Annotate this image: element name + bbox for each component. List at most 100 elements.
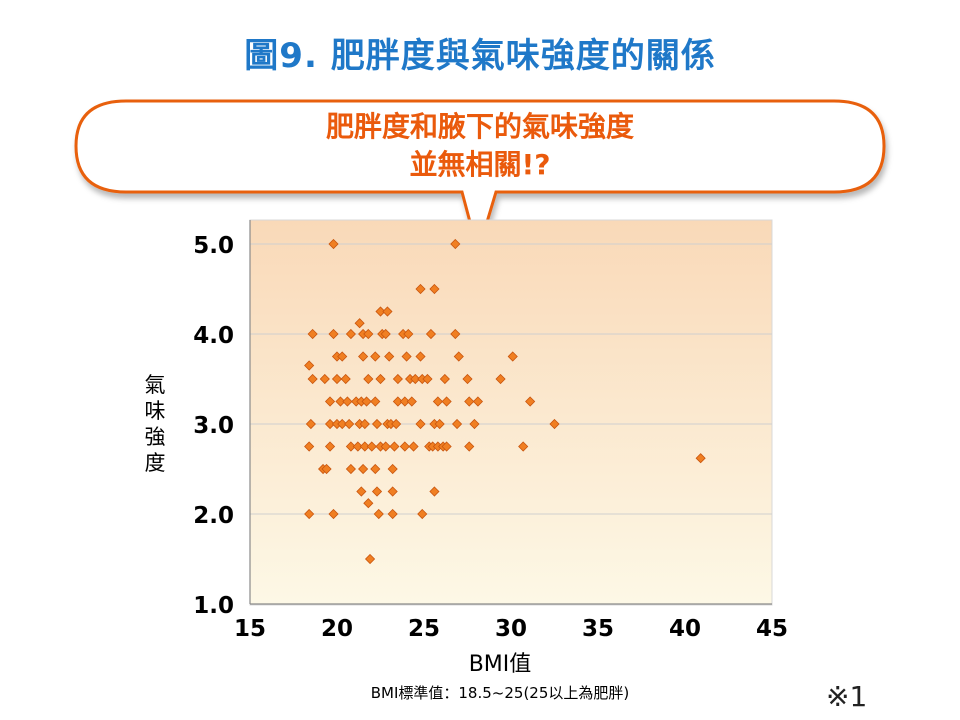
data-point (387, 508, 398, 520)
data-point (345, 441, 356, 452)
y-tick-label: 1.0 (193, 593, 234, 619)
data-point (380, 441, 391, 452)
data-point (364, 553, 376, 565)
plot-area (249, 219, 773, 606)
data-point (328, 238, 339, 250)
data-point (324, 418, 336, 430)
y-axis-label-char: 度 (144, 451, 166, 475)
data-point (363, 498, 374, 509)
data-point (408, 441, 419, 452)
x-tick-label: 30 (495, 616, 527, 642)
data-point (363, 328, 374, 340)
data-point (370, 463, 381, 475)
data-point (434, 418, 445, 430)
data-point (472, 396, 484, 407)
data-point (464, 396, 475, 407)
data-point (304, 360, 315, 371)
data-point (462, 373, 473, 385)
data-point (358, 463, 369, 475)
data-point (417, 508, 428, 520)
data-point (422, 373, 433, 385)
data-point (380, 328, 391, 340)
data-point (359, 441, 370, 452)
data-point (415, 283, 426, 295)
data-point (345, 463, 356, 475)
data-point (375, 306, 386, 317)
data-point (441, 441, 452, 452)
data-point (384, 351, 395, 362)
data-point (328, 328, 339, 340)
y-axis-label-char: 味 (144, 399, 166, 423)
data-point (525, 396, 536, 407)
x-tick-label: 40 (669, 616, 701, 642)
data-point (342, 396, 353, 407)
x-tick-label: 45 (756, 616, 788, 642)
data-point (356, 486, 367, 497)
data-point (337, 418, 348, 430)
data-point (464, 441, 475, 452)
data-point (469, 418, 480, 430)
data-point (410, 373, 421, 385)
x-axis-label: BMI值 (468, 652, 532, 677)
data-point (518, 441, 529, 452)
data-point (344, 418, 355, 430)
data-point (507, 351, 518, 362)
data-point (399, 396, 410, 407)
data-point (382, 306, 393, 317)
data-point (331, 373, 343, 385)
y-axis-label: 氣味強度 (140, 372, 170, 476)
data-point (328, 508, 339, 520)
data-point (352, 441, 363, 452)
data-point (305, 418, 316, 430)
data-point (392, 396, 403, 407)
data-point (366, 441, 377, 452)
data-point (451, 418, 463, 430)
data-point (387, 463, 398, 475)
data-point (363, 373, 374, 385)
data-point (371, 486, 383, 497)
data-point (375, 373, 386, 385)
data-point (321, 463, 332, 475)
callout-line-2: 並無相關!? (409, 148, 551, 181)
data-point (429, 283, 440, 295)
data-point (370, 396, 381, 407)
bmi-footnote: BMI標準值：18.5~25(25以上為肥胖) (370, 684, 630, 702)
y-tick-label: 3.0 (193, 413, 234, 439)
data-point (392, 373, 403, 385)
y-tick-label: 5.0 (193, 233, 234, 259)
data-point (361, 396, 372, 407)
data-point (359, 418, 370, 430)
data-point (391, 418, 402, 430)
data-point (399, 441, 410, 452)
data-point (307, 328, 318, 340)
data-point (370, 351, 381, 362)
data-point (337, 351, 348, 362)
data-point (324, 441, 336, 452)
y-axis-label-char: 強 (144, 425, 166, 449)
chart-title: 圖9. 肥胖度與氣味強度的關係 (244, 36, 716, 76)
data-point (304, 508, 315, 520)
data-point (373, 508, 384, 520)
data-point (345, 328, 356, 340)
data-point (340, 373, 351, 385)
data-point (453, 351, 464, 362)
data-point (695, 453, 706, 464)
data-point (324, 396, 336, 407)
data-point (439, 373, 450, 385)
data-point (387, 486, 398, 497)
x-tick-label: 20 (321, 616, 353, 642)
data-point (307, 373, 318, 385)
data-point (415, 351, 426, 362)
data-point (319, 373, 330, 385)
data-point (415, 418, 426, 430)
data-point (432, 396, 443, 407)
data-point (429, 486, 440, 497)
y-tick-label: 2.0 (193, 503, 234, 529)
data-point (358, 351, 369, 362)
data-point (450, 238, 461, 250)
data-point (441, 396, 452, 407)
data-point (401, 351, 412, 362)
data-point (406, 396, 417, 407)
reference-mark: ※1 (826, 680, 868, 713)
